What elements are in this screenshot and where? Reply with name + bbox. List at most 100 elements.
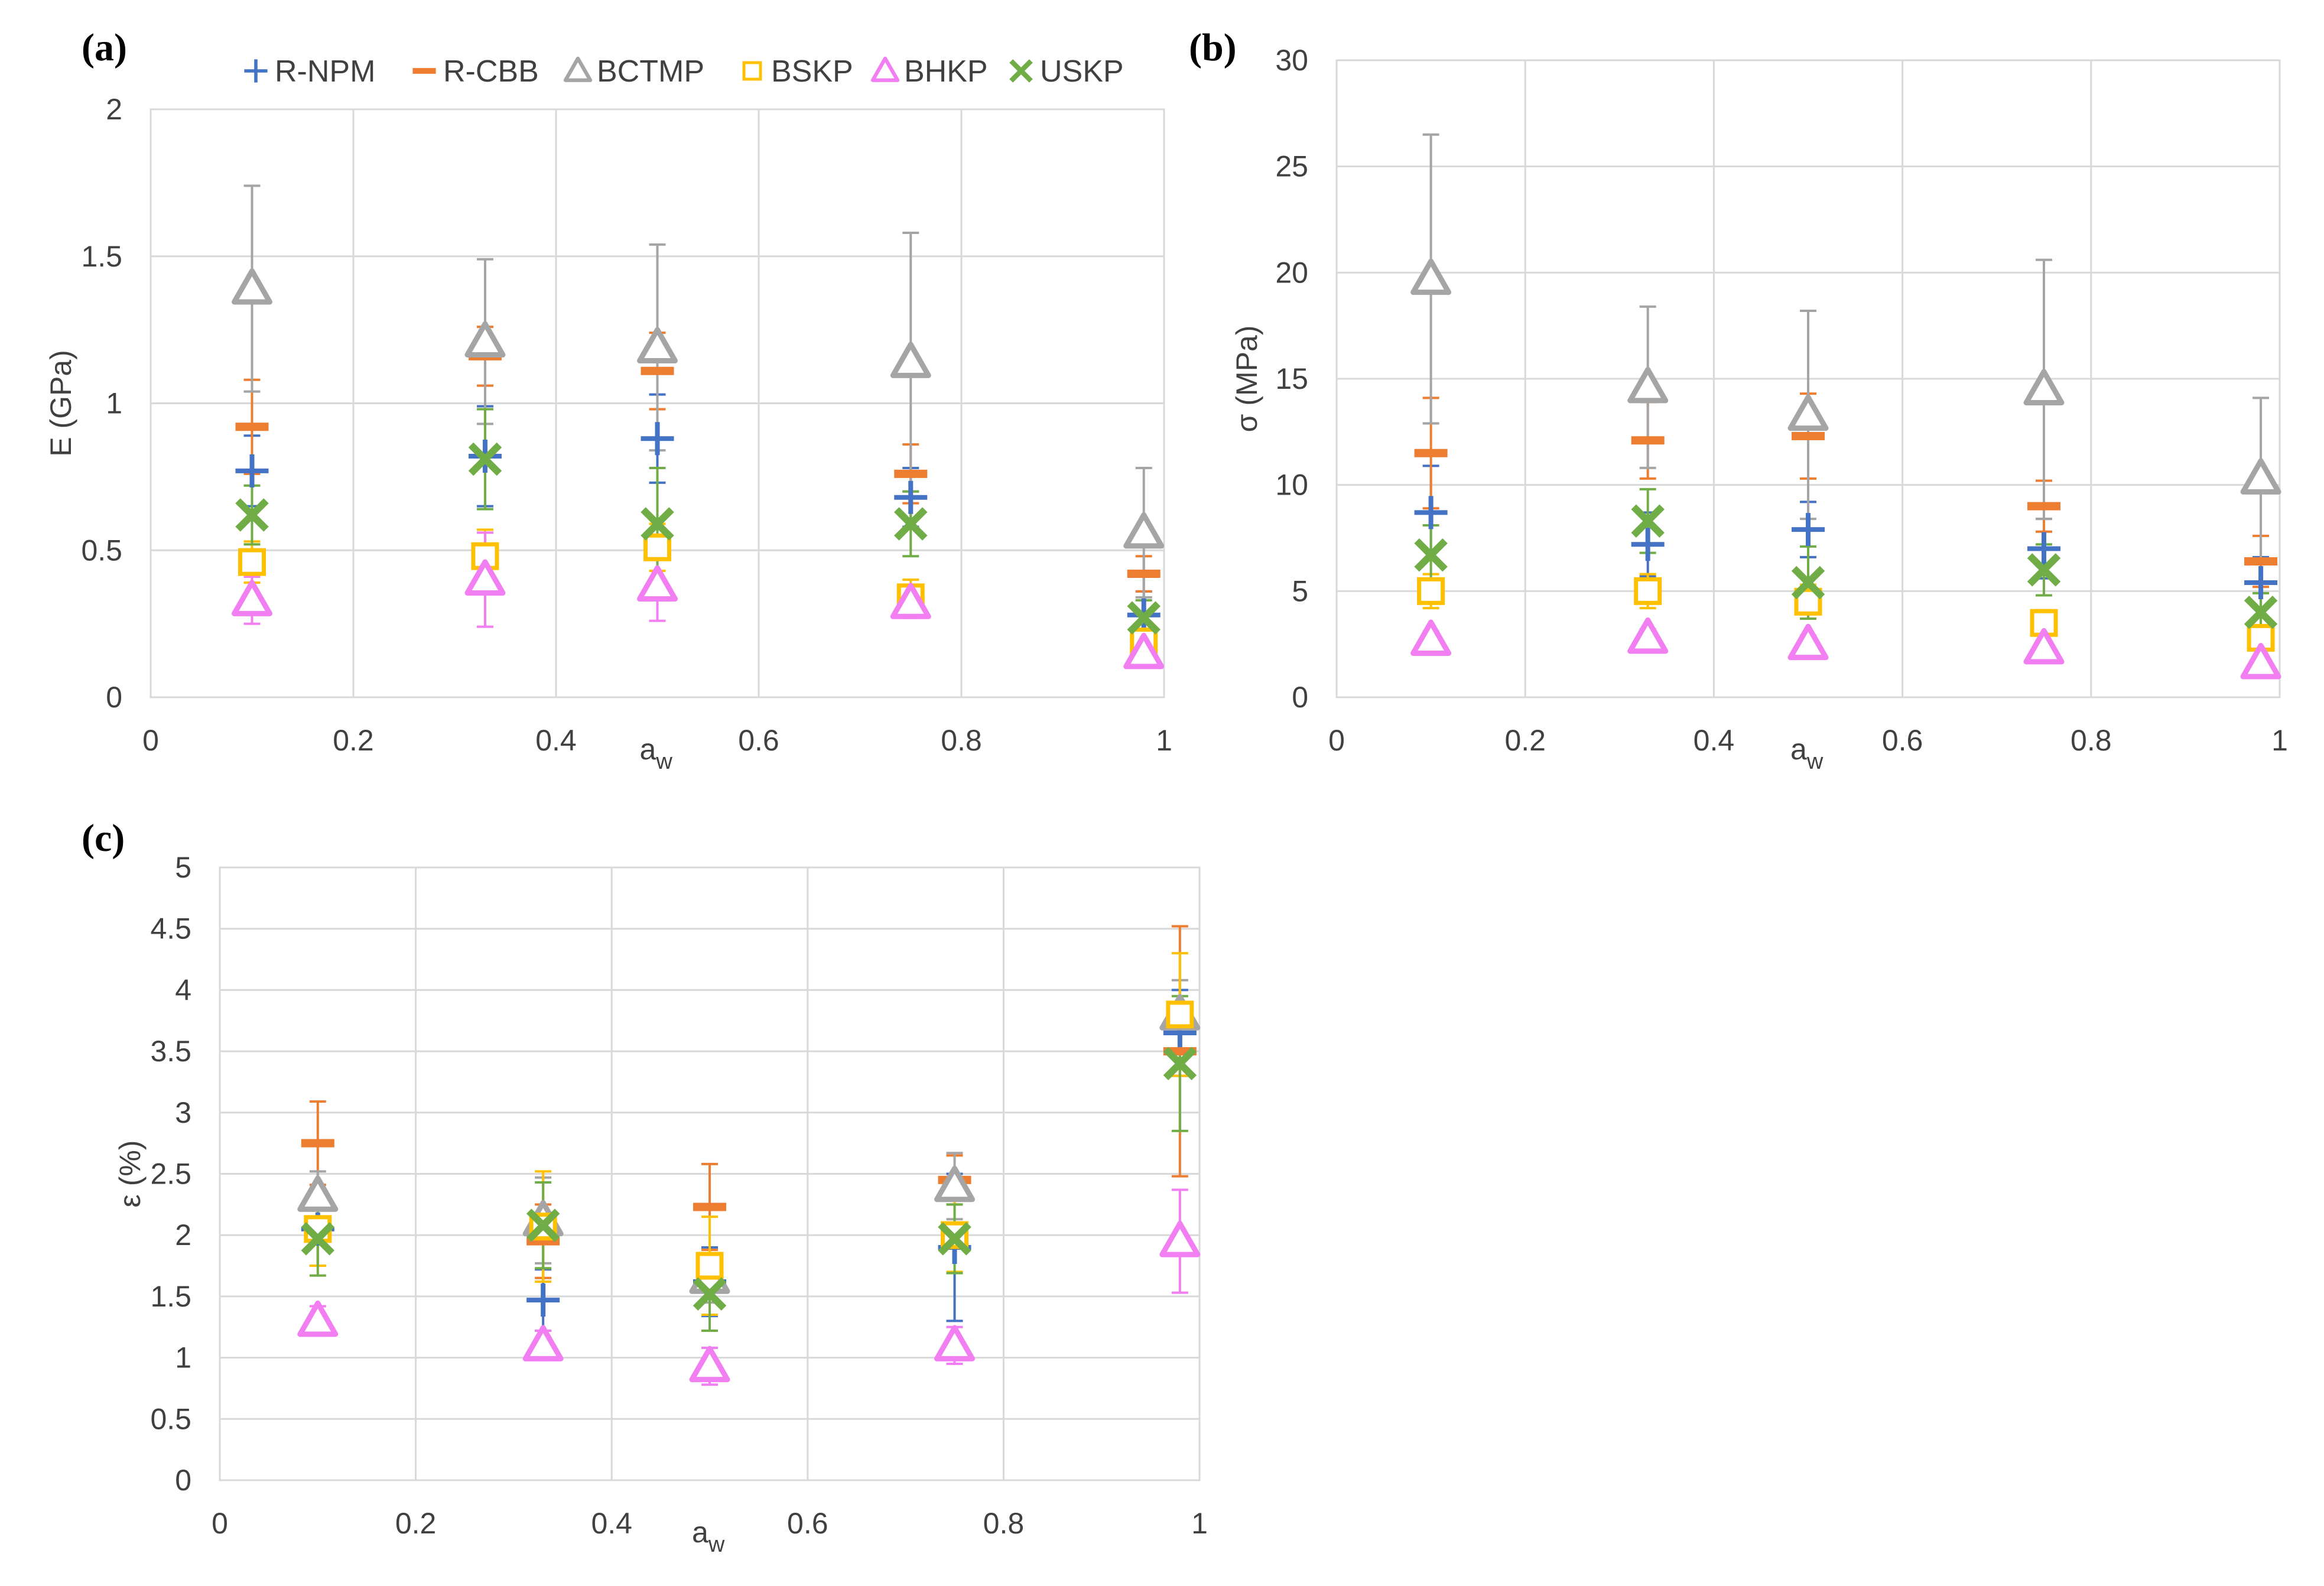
x-tick-label: 0.8 bbox=[983, 1507, 1025, 1540]
x-tick-label: 0.2 bbox=[333, 724, 374, 757]
y-tick-label: 2 bbox=[175, 1218, 191, 1252]
markers-r-cbb bbox=[1414, 432, 2278, 566]
data-point bbox=[641, 422, 674, 456]
x-tick-label: 0.6 bbox=[787, 1507, 828, 1540]
y-tick-label: 4 bbox=[175, 973, 191, 1006]
series-r-npm bbox=[243, 393, 1152, 640]
data-point bbox=[2244, 566, 2278, 599]
legend-symbol bbox=[1009, 59, 1033, 83]
legend-label: R-CBB bbox=[443, 54, 539, 89]
markers-bhkp bbox=[297, 1221, 1201, 1383]
data-point bbox=[641, 507, 674, 541]
data-point bbox=[238, 548, 266, 576]
data-point bbox=[522, 1325, 564, 1361]
y-tick-label: 30 bbox=[1275, 44, 1308, 77]
markers-bctmp bbox=[297, 994, 1201, 1294]
data-point bbox=[1163, 1046, 1197, 1081]
series-bctmp bbox=[309, 979, 1188, 1304]
series-bskp bbox=[1422, 573, 2270, 650]
markers-bctmp bbox=[232, 268, 1165, 549]
legend-item-r-npm: R-NPM bbox=[244, 54, 375, 89]
series-bctmp bbox=[1422, 133, 2270, 561]
data-point bbox=[2247, 623, 2275, 652]
data-point bbox=[637, 327, 678, 363]
data-point bbox=[1631, 504, 1665, 538]
data-point bbox=[526, 1208, 560, 1242]
markers-bskp bbox=[304, 1000, 1194, 1280]
data-point bbox=[468, 442, 502, 476]
data-point bbox=[1631, 528, 1665, 561]
y-tick-label: 0.5 bbox=[81, 534, 122, 567]
markers-bctmp bbox=[1410, 258, 2281, 495]
series-uskp bbox=[309, 994, 1188, 1332]
x-tick-label: 1 bbox=[1156, 724, 1172, 757]
markers-r-cbb bbox=[301, 1047, 1197, 1246]
markers-r-npm bbox=[235, 422, 1161, 632]
legend-item-bskp: BSKP bbox=[742, 54, 853, 89]
data-point bbox=[1627, 617, 1669, 654]
data-point bbox=[2244, 596, 2278, 629]
data-point bbox=[894, 480, 928, 514]
series-bctmp bbox=[243, 184, 1152, 599]
data-point bbox=[1634, 577, 1662, 605]
chart-panel-a: 0 0.2 0.4 0.6 0.8 1 0 0.5 1 1.5 2 aw E (GPa) bbox=[44, 93, 1172, 774]
series-r-cbb bbox=[309, 925, 1188, 1279]
plot-frame bbox=[149, 108, 1165, 698]
legend-symbol bbox=[244, 59, 268, 83]
legend-item-r-cbb: R-CBB bbox=[412, 54, 539, 89]
y-tick-label: 4.5 bbox=[150, 912, 191, 945]
markers-r-npm bbox=[301, 1016, 1197, 1317]
y-tick-label: 15 bbox=[1275, 362, 1308, 395]
series-bskp bbox=[243, 522, 1152, 655]
x-tick-label: 0.4 bbox=[535, 724, 577, 757]
x-tick-label: 1 bbox=[1191, 1507, 1208, 1540]
x-axis-title: aw bbox=[692, 1516, 725, 1557]
plot-frame bbox=[1335, 59, 2281, 698]
x-tick-label: 0.2 bbox=[395, 1507, 437, 1540]
data-point bbox=[1414, 496, 1448, 529]
data-point bbox=[1123, 632, 1165, 670]
y-tick-label: 2.5 bbox=[150, 1158, 191, 1191]
data-point bbox=[526, 1283, 560, 1317]
legend-item-uskp: USKP bbox=[1009, 54, 1124, 89]
markers-uskp bbox=[1414, 504, 2278, 629]
x-tick-label: 0.8 bbox=[941, 724, 982, 757]
x-tick-label: 0.8 bbox=[2071, 724, 2112, 757]
legend-symbol bbox=[563, 56, 593, 82]
markers-bhkp bbox=[1410, 617, 2281, 680]
x-tick-label: 0 bbox=[1328, 724, 1345, 757]
x-tick-label: 0 bbox=[212, 1507, 228, 1540]
legend-label: BCTMP bbox=[597, 54, 704, 89]
series-r-cbb bbox=[1422, 392, 2270, 589]
data-point bbox=[1166, 1000, 1194, 1029]
y-tick-label: 25 bbox=[1275, 150, 1308, 183]
series-uskp bbox=[243, 408, 1152, 637]
markers-r-npm bbox=[1414, 496, 2278, 599]
data-point bbox=[235, 498, 269, 532]
legend-item-bhkp: BHKP bbox=[870, 54, 988, 89]
panel-label-a: (a) bbox=[82, 26, 127, 69]
series-r-npm bbox=[309, 989, 1188, 1332]
data-point bbox=[235, 454, 269, 488]
x-tick-label: 0 bbox=[142, 724, 159, 757]
data-point bbox=[693, 1277, 727, 1311]
markers-uskp bbox=[235, 442, 1161, 635]
panel-label-c: (c) bbox=[82, 817, 125, 860]
series-r-cbb bbox=[243, 326, 1152, 593]
y-tick-label: 20 bbox=[1275, 256, 1308, 289]
legend-label: USKP bbox=[1040, 54, 1124, 89]
markers-bhkp bbox=[232, 559, 1165, 670]
series-uskp bbox=[1422, 488, 2270, 633]
x-axis-title: aw bbox=[1790, 733, 1824, 774]
legend-symbol bbox=[742, 61, 762, 81]
y-tick-label: 0 bbox=[106, 681, 122, 714]
markers-bskp bbox=[1417, 577, 2275, 652]
data-point bbox=[2240, 458, 2281, 495]
markers-bskp bbox=[238, 533, 1158, 655]
data-point bbox=[2027, 553, 2061, 587]
data-point bbox=[1792, 513, 1825, 547]
series-bhkp bbox=[309, 1188, 1188, 1386]
data-point bbox=[1410, 619, 1452, 656]
legend-symbol bbox=[870, 56, 900, 82]
data-point bbox=[1627, 366, 1669, 404]
